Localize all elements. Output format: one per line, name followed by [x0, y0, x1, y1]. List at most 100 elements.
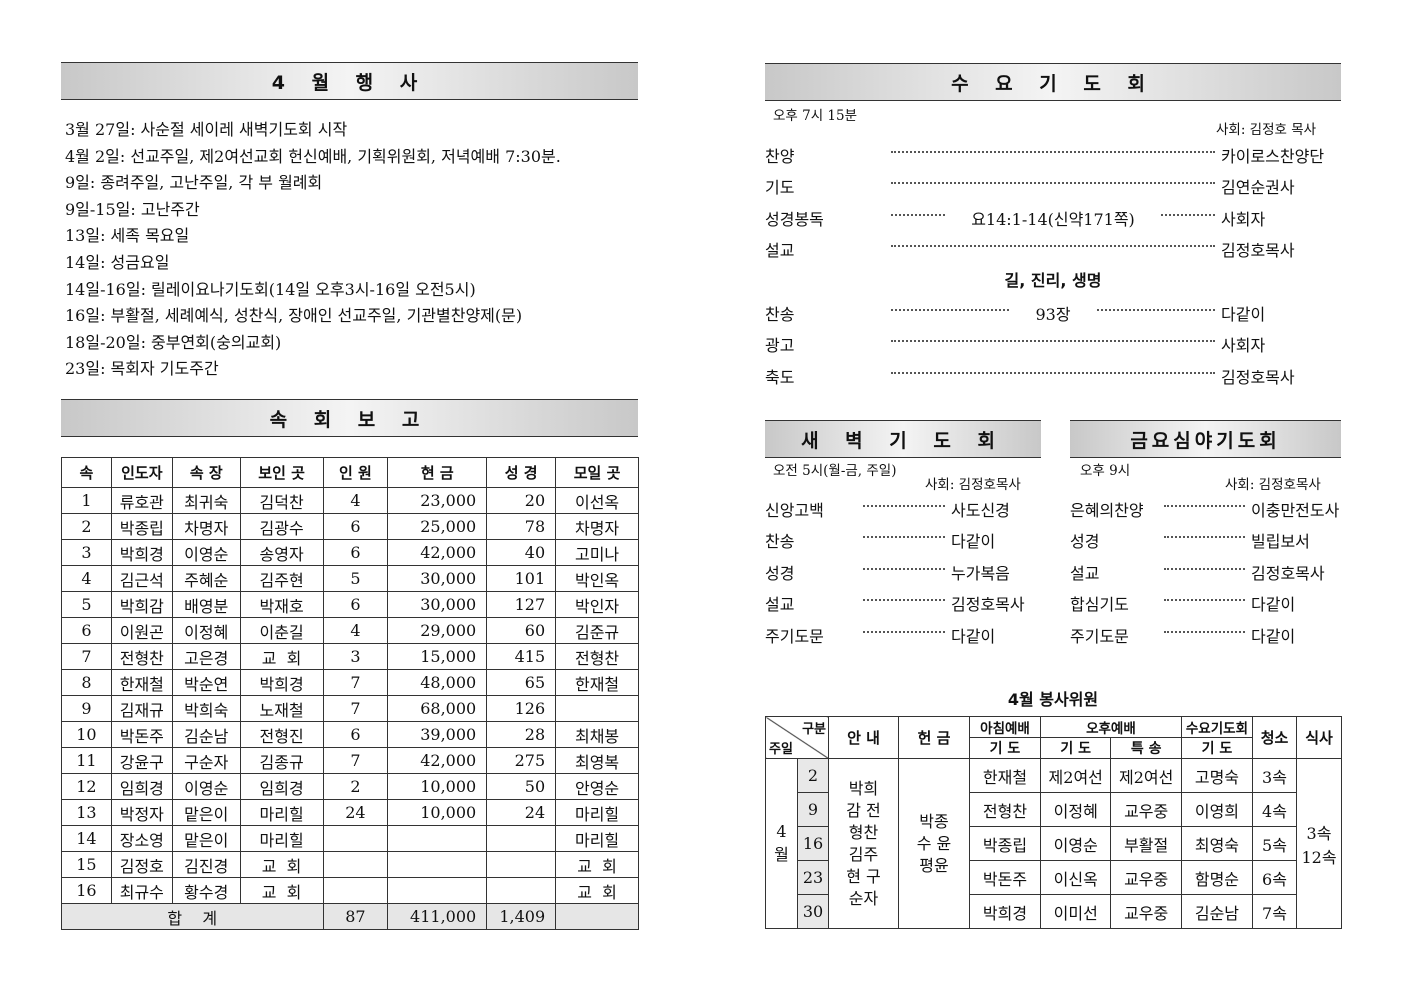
table-cell: 23,000	[387, 487, 488, 514]
table-cell: 교우중	[1110, 860, 1182, 895]
table-cell: 김광수	[239, 513, 324, 540]
table-cell: 박희경	[110, 539, 173, 566]
order-label: 성경봉독	[765, 209, 824, 229]
table-cell	[387, 877, 488, 904]
table-cell	[486, 825, 557, 852]
table-cell: 강윤구	[110, 747, 173, 774]
table-cell: 김준규	[555, 617, 639, 644]
order-item: 찬송 93장 다같이	[765, 297, 1341, 329]
event-item: 14일: 성금요일	[65, 252, 170, 272]
table-cell: 교 회	[555, 877, 639, 904]
table-cell: 13	[61, 799, 112, 826]
order-label: 설교	[765, 241, 795, 261]
order-item: 성경 누가복음	[765, 556, 1041, 588]
dotted-leader	[1164, 504, 1245, 507]
table-row: 4 김근석 주혜순 김주현 5 30,000 101 박인옥	[61, 565, 639, 592]
table-cell: 이영순	[171, 773, 241, 800]
order-value: 다같이	[1251, 595, 1296, 615]
order-label: 광고	[765, 336, 795, 356]
column-header: 수요기도회	[1180, 716, 1254, 738]
table-cell: 노재철	[239, 695, 324, 722]
total-offering: 411,000	[387, 903, 488, 930]
order-value: 이충만전도사	[1251, 500, 1340, 520]
table-cell: 최귀숙	[171, 487, 241, 514]
wednesday-header: 수 요 기 도 회	[765, 63, 1341, 101]
dotted-leader	[891, 150, 1215, 153]
order-value: 빌립보서	[1251, 532, 1310, 552]
table-cell: 박희경	[969, 894, 1041, 929]
order-value: 김정호목사	[951, 595, 1025, 615]
table-cell: 28	[486, 721, 557, 748]
table-cell: 6속	[1252, 860, 1297, 895]
order-item: 은혜의찬양 이충만전도사	[1070, 493, 1341, 525]
table-cell: 교 회	[239, 877, 324, 904]
order-value: 김정호목사	[1251, 563, 1325, 583]
event-item: 18일-20일: 중부연회(숭의교회)	[65, 332, 282, 352]
table-cell	[486, 851, 557, 878]
table-row: 12 임희경 이영순 임희경 2 10,000 50 안영순	[61, 773, 639, 800]
corner-cell: 구분 주일	[765, 716, 829, 759]
event-item: 4월 2일: 선교주일, 제2여선교회 헌신예배, 기획위원회, 저녁예배 7:…	[65, 146, 561, 166]
table-row: 14 장소영 맡은이 마리힐 마리힐	[61, 825, 639, 852]
table-cell: 11	[61, 747, 112, 774]
table-cell: 101	[486, 565, 557, 592]
table-cell: 이영순	[1039, 826, 1112, 861]
table-cell	[322, 825, 389, 852]
table-cell: 10,000	[387, 773, 488, 800]
total-row: 합 계 87 411,000 1,409	[61, 903, 639, 930]
table-cell: 7	[322, 695, 389, 722]
table-cell: 78	[486, 513, 557, 540]
table-cell: 박종립	[110, 513, 173, 540]
table-cell: 24	[486, 799, 557, 826]
table-cell: 이정혜	[1039, 792, 1112, 827]
table-cell: 전형찬	[555, 643, 639, 670]
dotted-leader	[1160, 213, 1216, 216]
table-cell: 415	[486, 643, 557, 670]
volunteers-title: 4월 봉사위원	[1007, 690, 1099, 709]
dotted-leader	[1164, 567, 1245, 570]
table-cell: 김종규	[239, 747, 324, 774]
table-cell	[387, 851, 488, 878]
table-cell: 박인자	[555, 591, 639, 618]
order-label: 은혜의찬양	[1070, 500, 1144, 520]
table-cell: 127	[486, 591, 557, 618]
table-cell	[322, 851, 389, 878]
table-cell: 이신옥	[1039, 860, 1112, 895]
dotted-leader	[863, 599, 945, 602]
table-cell: 교우중	[1110, 894, 1182, 929]
order-item: 주기도문 다같이	[1070, 619, 1341, 651]
table-cell	[387, 825, 488, 852]
table-cell: 최영숙	[1180, 826, 1254, 861]
dawn-header: 새 벽 기 도 회	[765, 420, 1041, 458]
table-cell: 차명자	[555, 513, 639, 540]
order-item: 신앙고백 사도신경	[765, 493, 1041, 525]
table-cell: 1	[61, 487, 112, 514]
table-cell: 고명숙	[1180, 758, 1254, 793]
table-cell: 차명자	[171, 513, 241, 540]
table-cell: 39,000	[387, 721, 488, 748]
table-cell: 이영희	[1180, 792, 1254, 827]
column-header: 헌 금	[898, 716, 970, 759]
total-empty	[555, 903, 639, 930]
table-cell: 5	[61, 591, 112, 618]
total-people: 87	[322, 903, 389, 930]
dotted-leader	[1164, 536, 1245, 539]
column-header: 특 송	[1110, 737, 1182, 759]
order-value: 김정호목사	[1221, 367, 1295, 387]
table-cell: 박돈주	[110, 721, 173, 748]
week-cell: 16	[797, 826, 829, 861]
table-row: 4월 2 박희감 전형찬 김주현 구순자 박종수 윤평윤 한재철 제2여선 제2여선 고명숙 3…	[765, 758, 1342, 929]
dotted-leader	[891, 340, 1215, 343]
table-cell: 최채봉	[555, 721, 639, 748]
table-cell: 15,000	[387, 643, 488, 670]
order-value: 다같이	[951, 532, 996, 552]
friday-order: 은혜의찬양 이충만전도사 성경 빌립보서 설교 김정호목사 합심기도 다같이 주기도문 다같이	[1070, 493, 1341, 651]
week-cell: 9	[797, 792, 829, 827]
table-cell: 김주현	[239, 565, 324, 592]
event-item: 3월 27일: 사순절 세이레 새벽기도회 시작	[65, 120, 348, 139]
event-item: 16일: 부활절, 세례예식, 성찬식, 장애인 선교주일, 기관별찬양제(문)	[65, 306, 523, 326]
column-header: 기 도	[1180, 737, 1254, 759]
table-cell: 김근석	[110, 565, 173, 592]
table-row: 3 박희경 이영순 송영자 6 42,000 40 고미나	[61, 539, 639, 566]
table-cell: 교 회	[239, 643, 324, 670]
